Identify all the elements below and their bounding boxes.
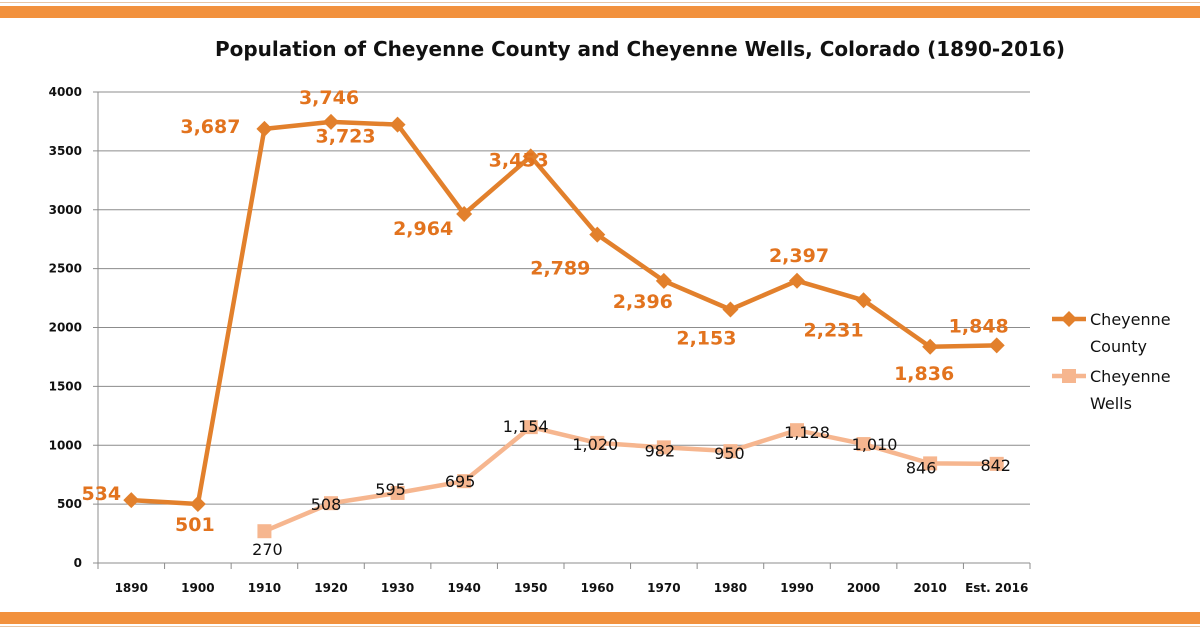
data-point-wells-1950 — [523, 420, 538, 435]
x-tick-label: 1900 — [181, 581, 214, 595]
series-layer — [123, 113, 1005, 539]
y-tick-label: 1500 — [49, 379, 82, 393]
series-line-cheyenne-wells — [263, 424, 997, 534]
data-point-county-1980 — [722, 301, 739, 318]
data-point-wells-1960 — [590, 435, 605, 450]
data-point-wells-1930 — [390, 485, 405, 500]
data-point-county-1890 — [123, 492, 140, 509]
data-label-wells: 1,128 — [784, 423, 830, 442]
bottom-border-line — [0, 626, 1200, 627]
x-tick-label: 1930 — [381, 581, 414, 595]
data-label-wells: 695 — [445, 472, 476, 491]
data-label-county: 534 — [81, 483, 121, 505]
axis-layer: 0 500 1000 1500 2000 2500 3000 3500 4000 1890 1900… — [49, 85, 1031, 595]
bottom-orange-bar — [0, 612, 1200, 624]
data-point-county-1990 — [789, 272, 805, 289]
y-tick-label: 0 — [74, 556, 82, 570]
legend: Cheyenne County Cheyenne Wells — [1052, 310, 1171, 413]
data-point-county-1930 — [389, 116, 406, 133]
data-label-wells: 595 — [375, 480, 406, 499]
legend-label-cheyenne-wells-line2: Wells — [1090, 394, 1132, 413]
legend-marker-cheyenne-county — [1061, 311, 1077, 327]
data-point-county-1900 — [189, 496, 206, 513]
data-label-county: 2,789 — [530, 258, 590, 280]
x-tick-label: 1890 — [115, 581, 148, 595]
x-tick-label: 2010 — [913, 581, 946, 595]
data-label-wells: 1,020 — [572, 435, 618, 454]
y-tick-label: 500 — [57, 497, 82, 511]
y-tick-label: 3000 — [49, 203, 82, 217]
legend-label-cheyenne-county-line2: County — [1090, 337, 1147, 356]
data-label-layer: 534 501 3,687 3,746 3,723 2,964 3,453 2,789 2,39… — [81, 87, 1011, 559]
grid-layer — [98, 91, 1030, 505]
data-point-county-2000 — [855, 292, 872, 309]
x-tick-label: 1910 — [248, 581, 281, 595]
y-tick-label: 1000 — [49, 438, 82, 452]
x-tick-label: 1950 — [514, 581, 547, 595]
data-label-county: 3,453 — [489, 149, 549, 171]
data-label-county: 2,397 — [769, 245, 829, 267]
data-label-county: 3,687 — [180, 116, 240, 138]
legend-label-cheyenne-wells-line1: Cheyenne — [1090, 367, 1171, 386]
data-label-wells: 982 — [645, 441, 676, 460]
data-point-county-1960 — [589, 226, 606, 243]
data-label-county: 2,964 — [393, 218, 453, 240]
data-point-wells-1990 — [790, 423, 804, 438]
data-label-county: 1,848 — [949, 315, 1009, 337]
data-point-wells-2000 — [856, 437, 871, 452]
x-tick-label: 1980 — [714, 581, 747, 595]
data-label-wells: 270 — [252, 540, 283, 559]
x-tick-label: 1940 — [447, 581, 480, 595]
x-tick-label: 2000 — [847, 581, 880, 595]
y-tick-label: 3500 — [49, 144, 82, 158]
y-tick-label: 2000 — [49, 321, 82, 335]
top-orange-bar — [0, 6, 1200, 18]
x-tick-label: Est. 2016 — [965, 581, 1028, 595]
data-point-wells-1910 — [257, 524, 272, 539]
data-label-county: 501 — [175, 514, 215, 536]
top-border-line — [0, 2, 1200, 3]
x-tick-label: 1960 — [581, 581, 614, 595]
data-label-county: 1,836 — [894, 363, 954, 385]
series-line-cheyenne-county — [131, 119, 997, 507]
data-point-county-est-2016 — [988, 337, 1005, 354]
data-label-county: 3,723 — [316, 126, 376, 148]
y-tick-label: 2500 — [49, 262, 82, 276]
data-point-county-2010 — [922, 338, 939, 355]
y-tick-label: 4000 — [49, 85, 82, 99]
data-point-county-1940 — [456, 205, 473, 222]
x-tick-label: 1920 — [314, 581, 347, 595]
data-label-wells: 1,010 — [852, 435, 898, 454]
data-label-wells: 950 — [714, 444, 745, 463]
data-point-wells-2010 — [923, 456, 938, 471]
data-label-county: 2,153 — [676, 327, 736, 349]
data-point-wells-1920 — [324, 496, 338, 511]
data-label-wells: 846 — [906, 458, 937, 477]
data-point-wells-1940 — [457, 474, 472, 489]
data-point-county-1950 — [522, 148, 539, 165]
x-tick-label: 1970 — [647, 581, 680, 595]
data-point-wells-est-2016 — [989, 456, 1004, 471]
data-label-wells: 508 — [311, 495, 342, 514]
data-label-county: 2,231 — [804, 319, 864, 341]
x-tick-label: 1990 — [780, 581, 813, 595]
data-point-county-1910 — [256, 120, 273, 137]
data-label-county: 3,746 — [299, 87, 359, 109]
data-point-wells-1980 — [723, 444, 738, 459]
data-label-wells: 842 — [980, 456, 1011, 475]
data-point-county-1920 — [323, 113, 339, 130]
data-point-county-1970 — [655, 272, 672, 289]
chart-title: Population of Cheyenne County and Cheyen… — [215, 37, 1065, 61]
data-point-wells-1970 — [656, 440, 671, 455]
legend-marker-cheyenne-wells — [1062, 369, 1076, 383]
data-label-wells: 1,154 — [503, 417, 549, 436]
data-label-county: 2,396 — [613, 291, 673, 313]
legend-label-cheyenne-county-line1: Cheyenne — [1090, 310, 1171, 329]
